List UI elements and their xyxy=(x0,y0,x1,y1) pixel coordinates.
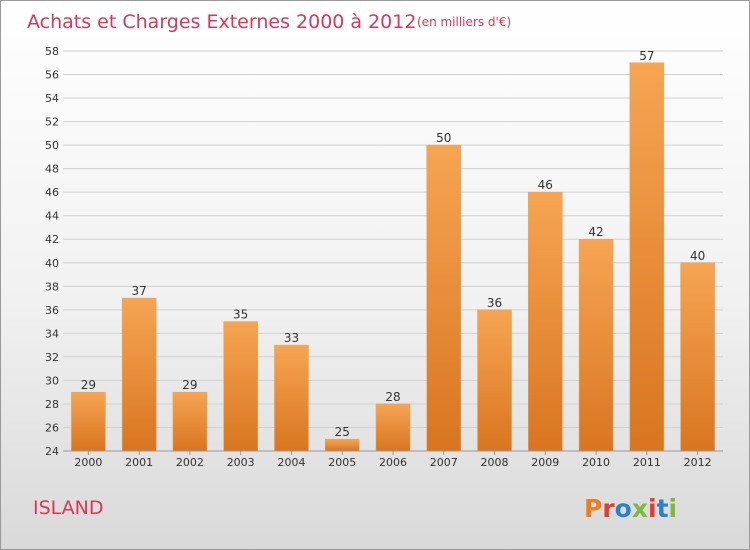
bar-2011 xyxy=(629,62,665,452)
x-tick-label-2010: 2010 xyxy=(582,456,610,469)
y-tick-label: 32 xyxy=(45,351,59,364)
bar-2008 xyxy=(477,309,512,452)
grid-lines xyxy=(63,50,723,452)
y-tick-label: 56 xyxy=(45,69,59,82)
y-tick-label: 38 xyxy=(45,280,59,293)
bar-2007 xyxy=(426,144,462,452)
y-axis-ticks: 24 26 28 30 32 34 36 38 40 42 44 46 48 50 52 54 56 58 xyxy=(45,45,59,458)
x-tick-label-2002: 2002 xyxy=(176,456,204,469)
data-label-2000: 29 xyxy=(81,378,96,392)
bar-2006 xyxy=(375,403,411,452)
y-tick-label: 44 xyxy=(45,210,59,223)
logo-letter: o xyxy=(615,494,632,523)
y-tick-label: 26 xyxy=(45,421,59,434)
logo-letter: r xyxy=(602,494,615,523)
y-tick-label: 46 xyxy=(45,186,59,199)
data-label-2001: 37 xyxy=(132,284,147,298)
data-label-2005: 25 xyxy=(335,425,350,439)
bar-2002 xyxy=(172,391,208,452)
x-tick-label-2012: 2012 xyxy=(684,456,712,469)
y-tick-label: 30 xyxy=(45,374,59,387)
data-label-2012: 40 xyxy=(690,249,705,263)
data-label-2007: 50 xyxy=(436,131,451,145)
x-tick-label-2007: 2007 xyxy=(430,456,458,469)
place-name: ISLAND xyxy=(33,497,104,519)
y-tick-label: 54 xyxy=(45,92,59,105)
x-axis-ticks: 2000 2001 2002 2003 2004 2005 2006 2007 2008 2009… xyxy=(74,451,712,469)
y-tick-label: 58 xyxy=(45,45,59,58)
y-tick-label: 28 xyxy=(45,398,59,411)
x-tick-label-2011: 2011 xyxy=(633,456,661,469)
logo-letter: i xyxy=(669,494,678,523)
x-tick-label-2005: 2005 xyxy=(328,456,356,469)
bar-2010 xyxy=(578,238,614,452)
x-tick-label-2003: 2003 xyxy=(227,456,255,469)
data-label-2002: 29 xyxy=(182,378,197,392)
data-label-2011: 57 xyxy=(639,49,654,63)
x-tick-label-2009: 2009 xyxy=(531,456,559,469)
y-tick-label: 36 xyxy=(45,304,59,317)
y-tick-label: 50 xyxy=(45,139,59,152)
data-label-2010: 42 xyxy=(588,225,603,239)
bar-2000 xyxy=(71,391,106,452)
logo-letter: x xyxy=(632,494,648,523)
y-tick-label: 40 xyxy=(45,257,59,270)
bar-2003 xyxy=(223,321,258,452)
data-label-2006: 28 xyxy=(385,390,400,404)
y-tick-label: 42 xyxy=(45,233,59,246)
data-label-2009: 46 xyxy=(538,178,553,192)
logo-letter: i xyxy=(648,494,657,523)
logo-letter: P xyxy=(584,494,602,523)
data-labels: 29 37 29 35 33 25 28 50 36 46 42 57 40 xyxy=(81,49,706,439)
bar-2005 xyxy=(324,438,360,452)
y-tick-label: 48 xyxy=(45,163,59,176)
x-tick-label-2006: 2006 xyxy=(379,456,407,469)
y-tick-label: 52 xyxy=(45,116,59,129)
logo-letter: t xyxy=(657,494,669,523)
bar-2012 xyxy=(680,262,715,452)
bars xyxy=(71,62,715,452)
data-label-2003: 35 xyxy=(233,308,248,322)
x-tick-label-2004: 2004 xyxy=(277,456,305,469)
bar-2004 xyxy=(274,344,309,452)
bar-2009 xyxy=(528,191,563,452)
data-label-2004: 33 xyxy=(284,331,299,345)
chart-title: Achats et Charges Externes 2000 à 2012 xyxy=(27,11,416,33)
proxiti-logo: Proxiti xyxy=(584,494,677,523)
x-tick-label-2008: 2008 xyxy=(481,456,509,469)
x-tick-label-2001: 2001 xyxy=(125,456,153,469)
chart-subtitle: (en milliers d'€) xyxy=(417,15,511,29)
x-tick-label-2000: 2000 xyxy=(74,456,102,469)
data-label-2008: 36 xyxy=(487,296,502,310)
y-tick-label: 24 xyxy=(45,445,59,458)
bar-2001 xyxy=(121,297,157,452)
y-tick-label: 34 xyxy=(45,327,59,340)
